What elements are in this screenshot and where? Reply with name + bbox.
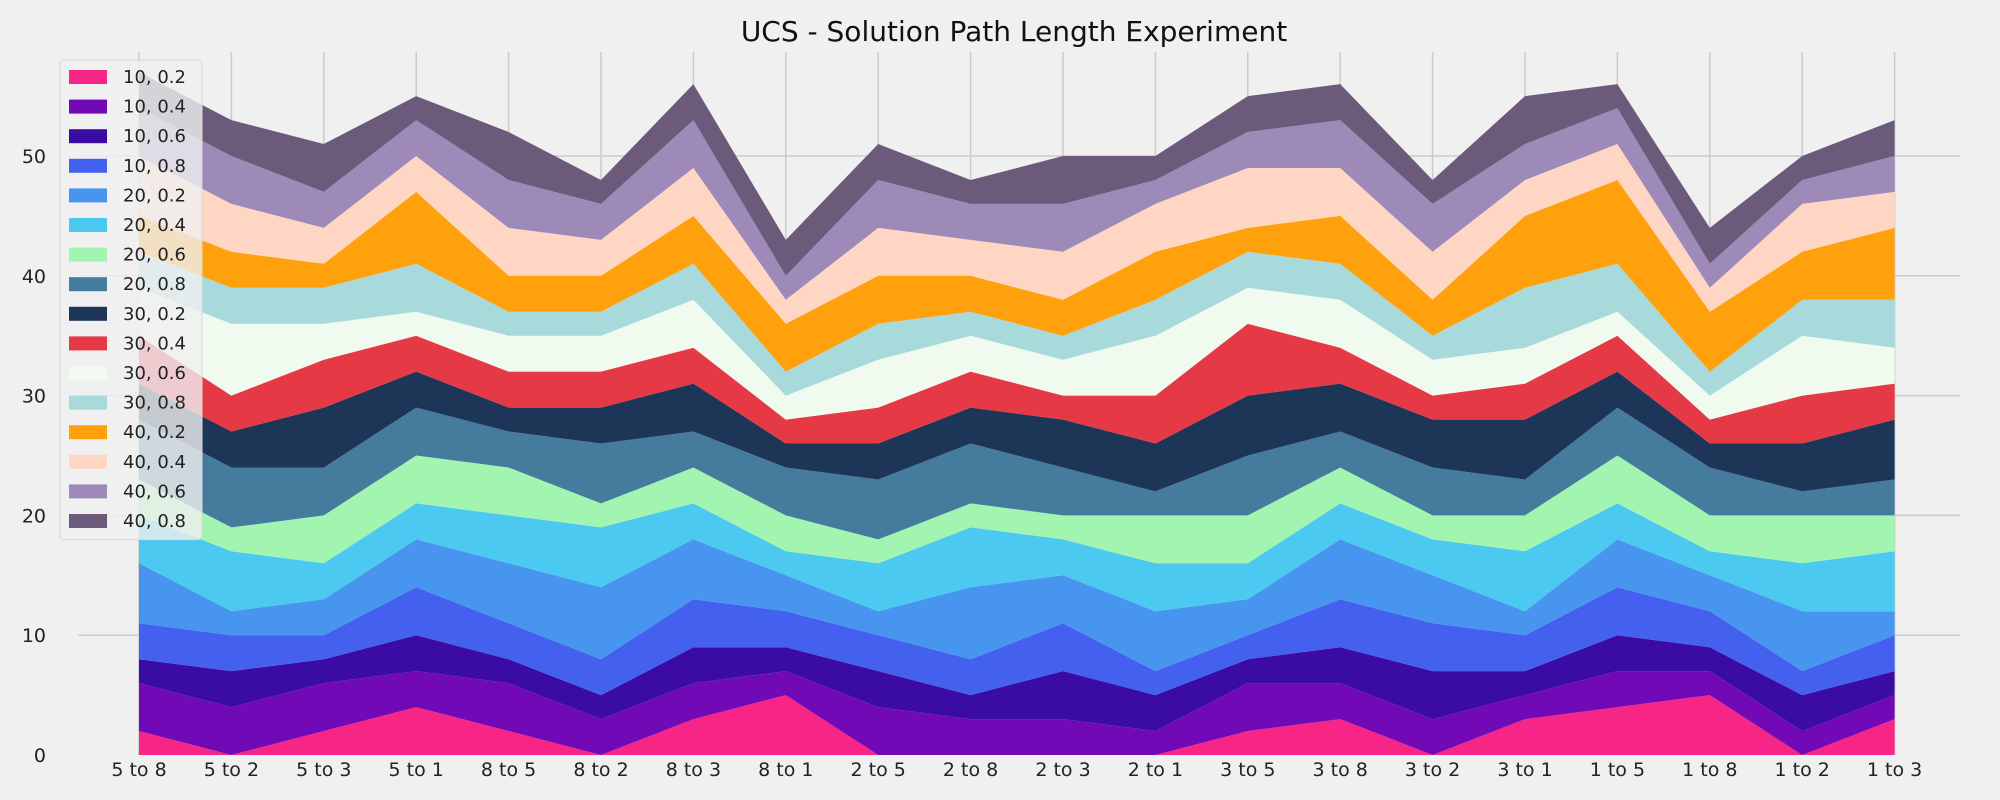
- x-tick-label: 2 to 3: [1035, 759, 1090, 781]
- area-series-8: [139, 371, 1895, 492]
- legend-box: [59, 59, 203, 541]
- y-tick-label: 50: [22, 146, 46, 168]
- legend-label: 30, 0.6: [123, 363, 186, 384]
- legend-label: 20, 0.2: [123, 185, 186, 206]
- legend-label: 30, 0.4: [123, 333, 186, 354]
- x-tick-label: 8 to 3: [666, 759, 721, 781]
- legend: 10, 0.2 10, 0.4 10, 0.6 10, 0.8 20, 0.2 20, 0…: [59, 59, 203, 541]
- x-tick-label: 1 to 5: [1590, 759, 1645, 781]
- area-series-7: [139, 407, 1895, 540]
- legend-swatch: [69, 336, 107, 351]
- legend-swatch: [69, 247, 107, 262]
- x-axis-ticks: 5 to 8 5 to 2 5 to 3 5 to 1 8 to 5 8 to 2 8 to…: [111, 759, 1922, 781]
- y-tick-label: 40: [22, 266, 46, 288]
- area-series-15: [139, 72, 1895, 276]
- x-tick-label: 5 to 3: [296, 759, 351, 781]
- area-series-4: [139, 539, 1895, 672]
- legend-swatch: [69, 99, 107, 114]
- area-series-12: [139, 180, 1895, 372]
- legend-label: 20, 0.8: [123, 274, 186, 295]
- legend-swatch: [69, 395, 107, 410]
- legend-swatch: [69, 454, 107, 469]
- x-tick-label: 1 to 3: [1867, 759, 1922, 781]
- legend-label: 10, 0.4: [123, 97, 186, 118]
- x-tick-label: 3 to 1: [1497, 759, 1552, 781]
- legend-swatch: [69, 277, 107, 292]
- legend-label: 10, 0.2: [123, 67, 186, 88]
- y-tick-label: 0: [34, 745, 46, 767]
- x-tick-label: 2 to 5: [851, 759, 906, 781]
- x-tick-label: 1 to 8: [1682, 759, 1737, 781]
- legend-swatch: [69, 366, 107, 380]
- legend-label: 10, 0.6: [123, 126, 186, 147]
- legend-swatch: [69, 484, 107, 499]
- legend-swatch: [69, 129, 107, 144]
- x-tick-label: 8 to 5: [481, 759, 536, 781]
- x-tick-label: 5 to 8: [111, 759, 166, 781]
- legend-swatch: [69, 218, 107, 232]
- x-tick-label: 5 to 2: [204, 759, 259, 781]
- legend-label: 40, 0.8: [123, 511, 186, 532]
- legend-label: 40, 0.2: [123, 422, 186, 443]
- area-series-10: [139, 287, 1895, 420]
- legend-swatch: [69, 514, 107, 528]
- area-series-1: [139, 671, 1895, 755]
- x-tick-label: 8 to 1: [758, 759, 813, 781]
- legend-swatch: [69, 188, 107, 203]
- legend-label: 10, 0.8: [123, 156, 186, 177]
- legend-label: 30, 0.2: [123, 304, 186, 325]
- x-tick-label: 2 to 1: [1128, 759, 1183, 781]
- area-series-5: [139, 503, 1895, 612]
- y-tick-label: 20: [22, 505, 46, 527]
- area-layers: [139, 72, 1895, 755]
- y-tick-label: 10: [22, 625, 46, 647]
- legend-label: 30, 0.8: [123, 393, 186, 414]
- x-tick-label: 1 to 2: [1775, 759, 1830, 781]
- chart-title: UCS - Solution Path Length Experiment: [741, 15, 1287, 48]
- legend-swatch: [69, 158, 107, 173]
- legend-swatch: [69, 306, 107, 321]
- legend-label: 40, 0.6: [123, 481, 186, 502]
- y-tick-label: 30: [22, 386, 46, 408]
- y-axis-ticks: 0 10 20 30 40 50: [22, 146, 46, 767]
- legend-swatch: [69, 425, 107, 440]
- x-tick-label: 3 to 2: [1405, 759, 1460, 781]
- legend-label: 40, 0.4: [123, 452, 186, 473]
- legend-label: 20, 0.6: [123, 245, 186, 266]
- legend-swatch: [69, 70, 107, 84]
- x-tick-label: 8 to 2: [573, 759, 628, 781]
- x-tick-label: 3 to 5: [1220, 759, 1275, 781]
- x-tick-label: 5 to 1: [389, 759, 444, 781]
- area-series-14: [139, 108, 1895, 300]
- area-series-0: [139, 695, 1895, 755]
- legend-label: 20, 0.4: [123, 215, 186, 236]
- x-tick-label: 3 to 8: [1313, 759, 1368, 781]
- area-series-13: [139, 144, 1895, 324]
- area-series-6: [139, 455, 1895, 564]
- area-series-3: [139, 587, 1895, 696]
- x-tick-label: 2 to 8: [943, 759, 998, 781]
